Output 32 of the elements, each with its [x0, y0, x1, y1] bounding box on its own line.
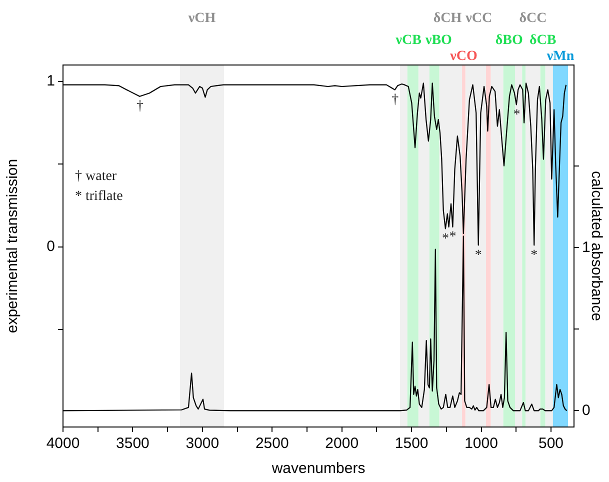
x-axis-title: wavenumbers — [270, 460, 366, 478]
x-tick-label: 2000 — [325, 435, 359, 452]
band-label: δCB — [529, 33, 556, 48]
band-label: δCH — [433, 11, 462, 26]
band-label: δCC — [519, 11, 547, 26]
band-label: δBO — [495, 33, 524, 48]
x-tick-label: 1000 — [464, 435, 498, 452]
annotation: * — [449, 230, 456, 245]
x-tick-label: 3000 — [186, 435, 220, 452]
x-tick-label: 3500 — [116, 435, 150, 452]
annotation: * — [530, 248, 538, 263]
annotation: † — [136, 99, 144, 114]
y2-axis-title: calculated absorbance — [588, 170, 605, 322]
x-tick-label: 4000 — [46, 435, 80, 452]
band-label: νCC — [464, 11, 492, 26]
band-label: νCB — [394, 33, 422, 48]
y2-tick-label: 0 — [582, 402, 590, 419]
band-label: νBO — [424, 33, 452, 48]
annotation: * — [474, 248, 482, 263]
annotation: * triflate — [75, 189, 123, 204]
band-label: νMn — [546, 49, 574, 64]
annotation: * — [442, 231, 449, 246]
annotation: † — [392, 92, 399, 108]
annotation: † water — [75, 169, 117, 184]
x-tick-label: 2500 — [255, 435, 289, 452]
x-tick-label: 1500 — [394, 435, 428, 452]
y2-tick-label: 1 — [582, 238, 590, 256]
band-label: νCH — [187, 11, 216, 26]
x-tick-label: 500 — [538, 435, 564, 452]
annotation: * — [513, 107, 520, 122]
y-axis-title: experimental transmission — [4, 158, 22, 334]
band-label: νCO — [449, 49, 478, 64]
